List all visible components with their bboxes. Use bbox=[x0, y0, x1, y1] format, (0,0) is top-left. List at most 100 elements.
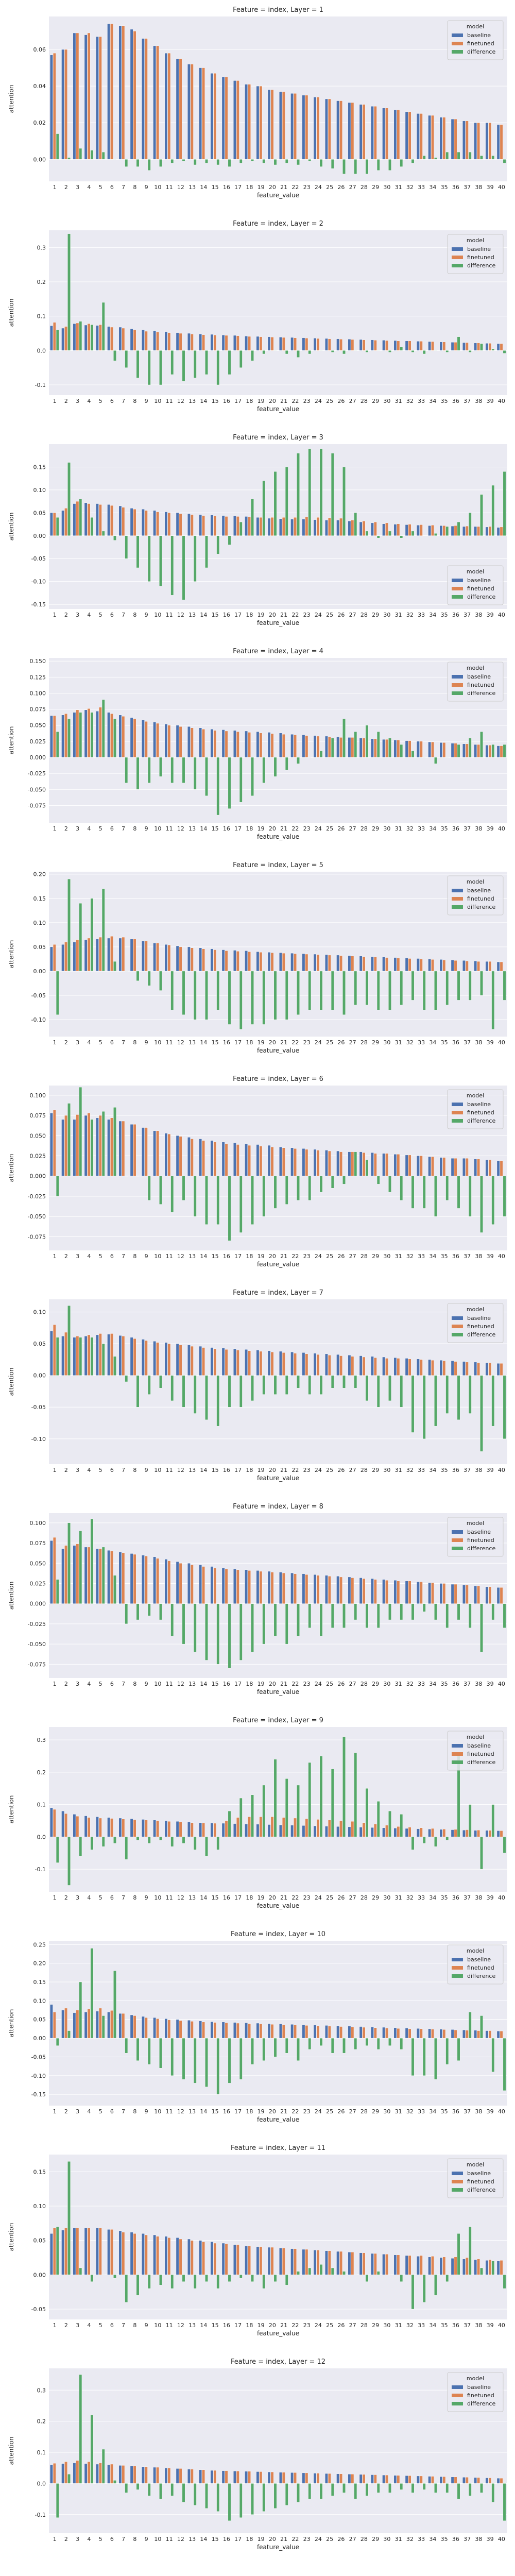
bar-finetuned bbox=[144, 1340, 148, 1376]
x-tick-label: 17 bbox=[234, 612, 242, 618]
bar-baseline bbox=[73, 942, 76, 972]
x-tick-label: 17 bbox=[234, 2322, 242, 2329]
bar-baseline bbox=[474, 1159, 477, 1176]
bar-finetuned bbox=[248, 2023, 251, 2039]
x-tick-label: 38 bbox=[475, 1253, 482, 1260]
bar-baseline bbox=[302, 95, 305, 160]
bar-difference bbox=[251, 2038, 254, 2065]
x-tick-label: 34 bbox=[429, 825, 436, 832]
x-tick-label: 22 bbox=[291, 1467, 299, 1473]
bar-baseline bbox=[313, 1149, 317, 1176]
bar-difference bbox=[503, 1176, 506, 1217]
bar-finetuned bbox=[179, 58, 182, 160]
bar-finetuned bbox=[500, 2031, 503, 2039]
bar-difference bbox=[147, 159, 151, 171]
bar-finetuned bbox=[202, 729, 205, 758]
x-tick-label: 10 bbox=[154, 1894, 161, 1901]
bar-finetuned bbox=[167, 1343, 171, 1376]
x-tick-label: 29 bbox=[372, 1894, 379, 1901]
legend-label-finetuned: finetuned bbox=[467, 1751, 494, 1757]
bar-difference bbox=[262, 971, 266, 1025]
x-tick-label: 1 bbox=[53, 1039, 57, 1046]
bar-baseline bbox=[428, 115, 432, 160]
bar-finetuned bbox=[248, 2471, 251, 2484]
legend-label-baseline: baseline bbox=[467, 1742, 491, 1749]
bar-finetuned bbox=[454, 342, 457, 351]
bar-difference bbox=[170, 2038, 174, 2076]
x-tick-label: 39 bbox=[487, 1039, 494, 1046]
x-tick-label: 5 bbox=[99, 2322, 102, 2329]
bar-finetuned bbox=[87, 938, 91, 972]
legend-label-finetuned: finetuned bbox=[467, 1323, 494, 1330]
bar-finetuned bbox=[351, 1578, 354, 1604]
bar-baseline bbox=[302, 735, 305, 758]
bar-finetuned bbox=[477, 2477, 480, 2484]
bar-finetuned bbox=[225, 2023, 228, 2039]
x-tick-label: 17 bbox=[234, 1039, 242, 1046]
x-tick-label: 4 bbox=[87, 1681, 91, 1687]
x-tick-label: 34 bbox=[429, 612, 436, 618]
bar-difference bbox=[445, 1837, 449, 1840]
bar-baseline bbox=[302, 1573, 305, 1604]
bar-difference bbox=[468, 738, 472, 758]
bar-baseline bbox=[371, 2475, 374, 2484]
x-tick-label: 18 bbox=[246, 184, 253, 191]
x-tick-label: 16 bbox=[223, 612, 230, 618]
x-tick-label: 21 bbox=[280, 612, 287, 618]
bar-finetuned bbox=[179, 1822, 182, 1837]
bar-difference bbox=[491, 348, 495, 351]
legend-label-difference: difference bbox=[467, 2187, 495, 2193]
bar-baseline bbox=[130, 2014, 133, 2039]
bar-baseline bbox=[474, 123, 477, 160]
x-tick-label: 1 bbox=[53, 398, 57, 404]
bar-finetuned bbox=[454, 526, 457, 536]
bar-baseline bbox=[439, 959, 443, 972]
bar-finetuned bbox=[465, 526, 469, 536]
bar-finetuned bbox=[500, 2260, 503, 2275]
x-tick-label: 37 bbox=[464, 1681, 471, 1687]
bar-baseline bbox=[451, 960, 454, 972]
bar-baseline bbox=[417, 2476, 420, 2484]
bar-difference bbox=[400, 971, 403, 1006]
bar-finetuned bbox=[362, 1357, 366, 1376]
bar-baseline bbox=[107, 2011, 111, 2039]
bar-baseline bbox=[107, 24, 111, 160]
chart-title: Feature = index, Layer = 4 bbox=[233, 648, 323, 655]
bar-difference bbox=[331, 971, 334, 1010]
bar-finetuned bbox=[294, 1353, 297, 1376]
bar-baseline bbox=[290, 519, 294, 536]
bar-finetuned bbox=[465, 2257, 469, 2275]
bar-baseline bbox=[267, 2247, 271, 2275]
bar-difference bbox=[308, 971, 312, 1010]
bar-finetuned bbox=[110, 24, 113, 160]
bar-finetuned bbox=[328, 1150, 331, 1176]
bar-baseline bbox=[245, 2023, 248, 2039]
x-tick-label: 7 bbox=[122, 1681, 125, 1687]
bar-difference bbox=[101, 2015, 105, 2039]
x-tick-label: 11 bbox=[166, 1894, 173, 1901]
x-tick-label: 3 bbox=[76, 612, 79, 618]
x-tick-label: 39 bbox=[487, 825, 494, 832]
bar-finetuned bbox=[98, 937, 102, 972]
x-tick-label: 17 bbox=[234, 2536, 242, 2543]
x-tick-label: 26 bbox=[337, 398, 345, 404]
bar-baseline bbox=[474, 960, 477, 972]
x-tick-label: 6 bbox=[110, 2108, 114, 2115]
bar-finetuned bbox=[465, 342, 469, 351]
bar-baseline bbox=[233, 2022, 236, 2039]
x-tick-label: 23 bbox=[303, 1467, 311, 1473]
bar-difference bbox=[159, 2275, 162, 2285]
bar-difference bbox=[285, 467, 288, 536]
bar-finetuned bbox=[190, 2469, 194, 2484]
x-tick-label: 14 bbox=[200, 2322, 207, 2329]
bar-difference bbox=[273, 2038, 277, 2057]
bar-difference bbox=[56, 330, 59, 351]
bar-difference bbox=[468, 2226, 472, 2275]
y-tick-label: 0.00 bbox=[33, 1372, 46, 1379]
bar-difference bbox=[457, 2483, 460, 2499]
bar-baseline bbox=[496, 124, 500, 160]
bar-difference bbox=[480, 1837, 483, 1870]
bar-difference bbox=[113, 1970, 116, 2039]
x-tick-label: 17 bbox=[234, 184, 242, 191]
bar-difference bbox=[285, 1778, 288, 1837]
